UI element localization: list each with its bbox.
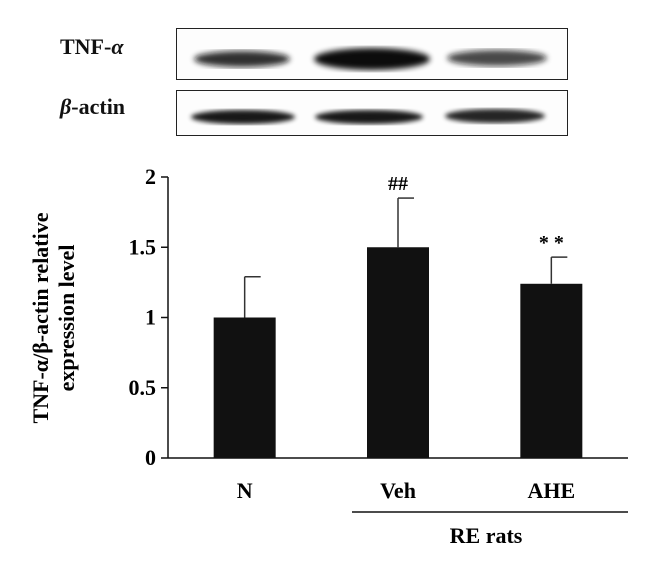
- blot-strip-actin: [176, 90, 568, 136]
- bar-ahe: [520, 283, 583, 458]
- y-axis-label-line1: TNF-α/β-actin relative: [28, 212, 53, 423]
- y-tick-label: 1: [145, 305, 156, 330]
- actin-band-veh: [315, 110, 423, 124]
- tnf-band-ahe: [447, 50, 547, 66]
- actin-band-ahe: [445, 109, 545, 123]
- blot-strip-tnf: [176, 28, 568, 80]
- y-tick-label: 0: [145, 445, 156, 470]
- blot-tnf-bands: [194, 48, 547, 70]
- bar-veh: [367, 247, 429, 458]
- x-tick-label: AHE: [527, 478, 575, 503]
- x-tick-label: N: [237, 478, 253, 503]
- y-axis-label: TNF-α/β-actin relative expression level: [28, 212, 79, 423]
- tnf-band-veh: [314, 48, 430, 70]
- significance-mark: * *: [539, 232, 564, 254]
- blot-label-tnf: TNF-α: [60, 34, 124, 59]
- actin-band-n: [191, 110, 295, 124]
- blot-label-actin: β-actin: [60, 94, 126, 119]
- group-label: RE rats: [450, 523, 523, 548]
- y-axis-label-line2: expression level: [54, 245, 79, 392]
- y-tick-label: 2: [145, 164, 156, 189]
- y-tick-label: 0.5: [129, 375, 157, 400]
- plot-area: 0 0.5 1 1.5 2 N ## Veh * * AHE: [129, 164, 628, 503]
- blot-actin-bands: [191, 109, 545, 124]
- tnf-band-n: [194, 51, 290, 67]
- bar-n: [213, 317, 276, 458]
- significance-mark: ##: [388, 173, 408, 195]
- x-tick-label: Veh: [380, 478, 416, 503]
- y-tick-label: 1.5: [129, 234, 157, 259]
